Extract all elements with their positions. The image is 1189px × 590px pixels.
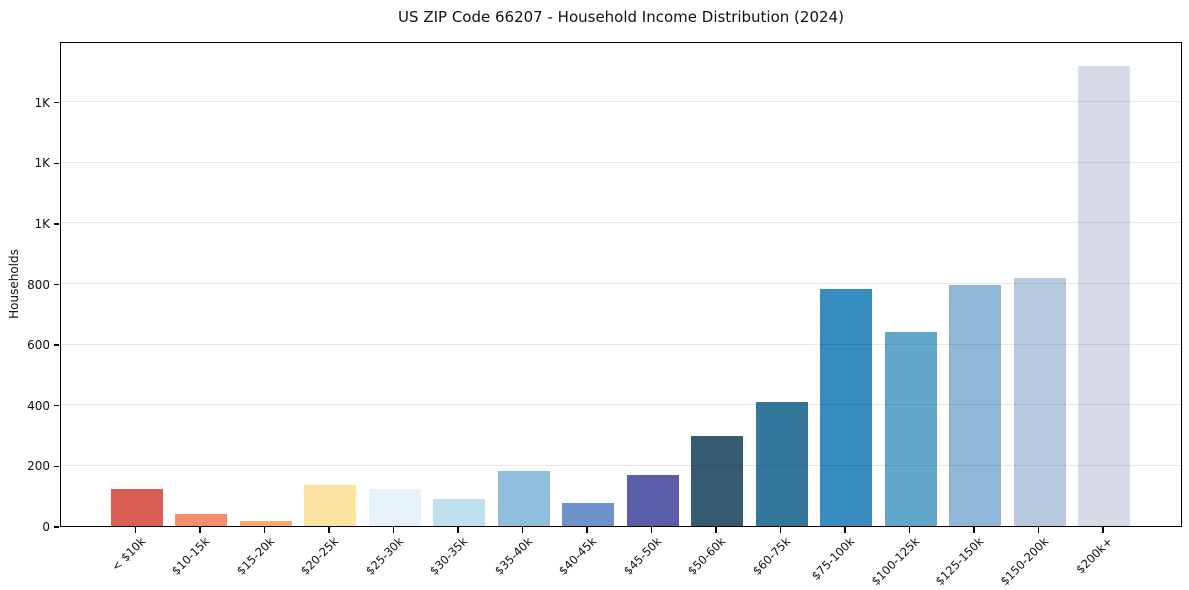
bar <box>1013 278 1066 526</box>
y-tick-label: 600 <box>27 338 50 353</box>
bar <box>949 285 1001 526</box>
y-tick-mark <box>54 344 59 346</box>
gridline <box>61 404 1181 406</box>
x-tick-mark <box>199 527 201 533</box>
x-tick-mark <box>521 527 524 533</box>
y-tick-mark <box>54 223 59 225</box>
y-tick-label: 1K <box>34 156 50 171</box>
grid-layer <box>61 43 1181 526</box>
gridline <box>61 101 1181 103</box>
bar <box>175 513 227 526</box>
x-tick-mark <box>973 527 975 533</box>
bar <box>368 489 421 526</box>
gridline <box>61 161 1181 163</box>
chart-title: US ZIP Code 66207 - Household Income Dis… <box>398 8 844 26</box>
x-tick-label: < $10k <box>108 534 148 574</box>
x-tick-mark <box>1037 527 1040 533</box>
y-tick-label: 800 <box>27 277 50 292</box>
x-tick-mark <box>134 527 137 533</box>
gridline <box>61 222 1181 224</box>
x-tick-mark <box>586 527 588 533</box>
bar <box>433 499 485 526</box>
y-tick-label: 200 <box>27 459 50 474</box>
x-tick-mark <box>844 527 846 533</box>
chart-plot-area <box>60 42 1182 527</box>
x-tick-mark <box>779 527 782 533</box>
y-tick-label: 400 <box>27 398 50 413</box>
bar <box>304 485 356 526</box>
x-tick-mark <box>650 527 653 533</box>
y-tick-mark <box>54 283 59 286</box>
x-tick-mark <box>328 527 330 533</box>
gridline <box>61 283 1181 284</box>
x-tick-mark <box>263 527 266 533</box>
x-tick-mark <box>457 527 459 533</box>
bar <box>755 401 808 526</box>
y-tick-mark <box>54 101 59 104</box>
y-tick-label: 1K <box>34 216 50 231</box>
bars-layer <box>61 43 1181 526</box>
bar <box>691 435 743 526</box>
y-tick-mark <box>54 162 59 164</box>
bar <box>239 520 292 526</box>
gridline <box>61 464 1181 466</box>
bar <box>820 289 872 526</box>
y-tick-label: 1K <box>34 95 50 110</box>
bar <box>884 332 937 526</box>
y-tick-mark <box>54 405 59 407</box>
x-tick-mark <box>1102 527 1104 533</box>
x-tick-mark <box>908 527 911 533</box>
bar <box>562 503 614 526</box>
bar <box>110 489 163 526</box>
y-tick-mark <box>54 526 59 528</box>
bar <box>497 470 550 526</box>
gridline <box>61 343 1181 345</box>
bar <box>1078 66 1130 526</box>
x-tick-mark <box>392 527 395 533</box>
y-tick-mark <box>54 465 59 468</box>
y-tick-label: 0 <box>42 520 50 534</box>
bar <box>626 474 679 526</box>
x-tick-mark <box>715 527 717 533</box>
